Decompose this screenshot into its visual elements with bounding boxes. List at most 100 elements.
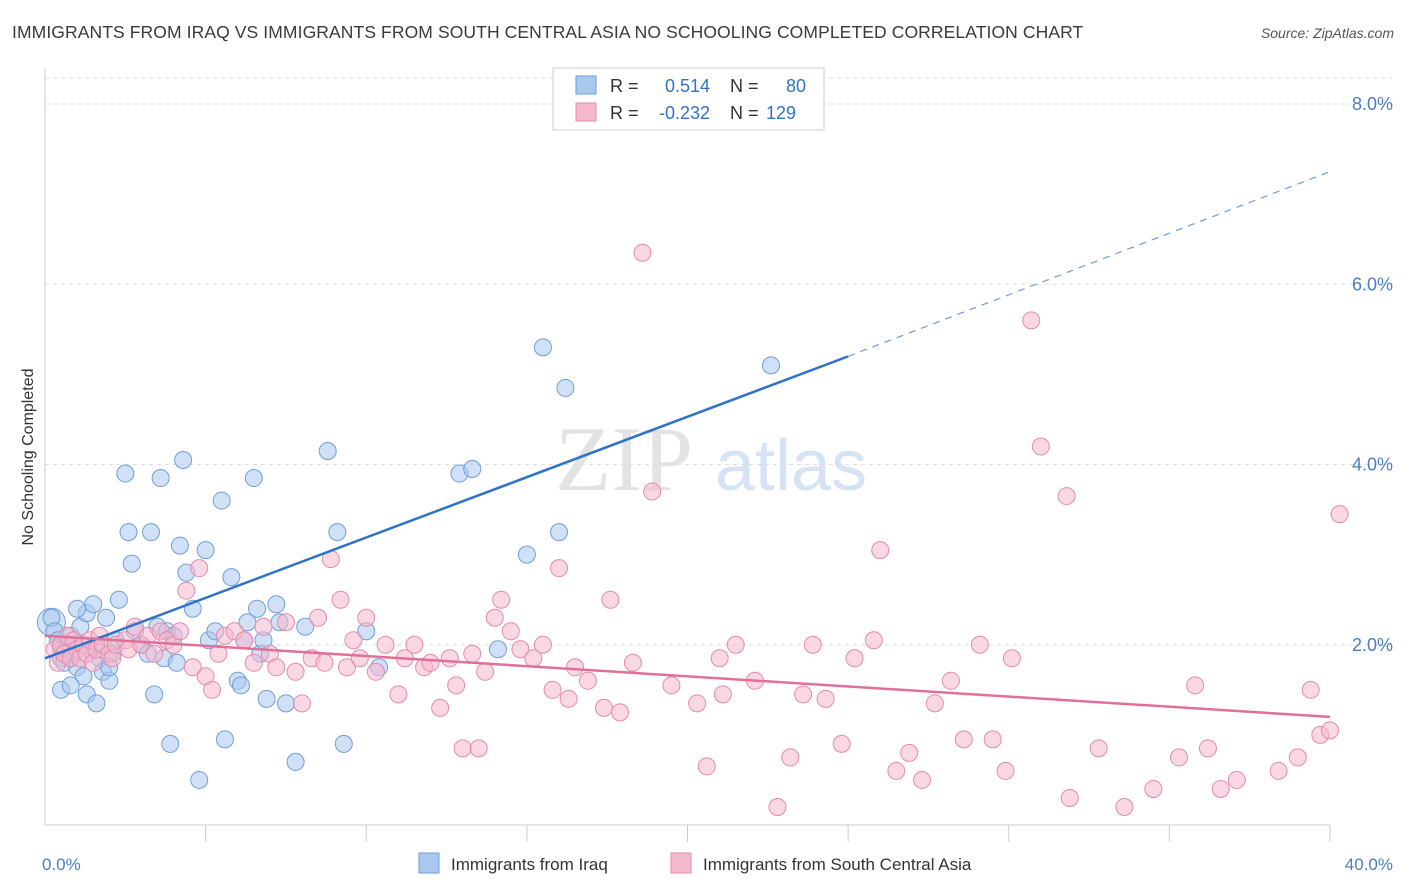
sca-point xyxy=(832,734,851,753)
sca-point xyxy=(1330,505,1349,524)
iraq-point xyxy=(244,469,263,488)
iraq-point xyxy=(87,694,106,713)
sca-point xyxy=(344,631,363,650)
sca-point xyxy=(996,761,1015,780)
iraq-point xyxy=(267,595,286,614)
sca-point xyxy=(357,608,376,627)
sca-point xyxy=(350,649,369,668)
sca-point xyxy=(469,739,488,758)
series-sca-points xyxy=(45,243,1349,816)
sca-point xyxy=(1057,487,1076,506)
sca-point xyxy=(566,658,585,677)
iraq-point xyxy=(328,523,347,542)
iraq-point xyxy=(212,491,231,510)
sca-point xyxy=(177,581,196,600)
sca-point xyxy=(543,680,562,699)
sca-point xyxy=(983,730,1002,749)
sca-point xyxy=(1144,779,1163,798)
series-legend: Immigrants from Iraq Immigrants from Sou… xyxy=(418,852,972,874)
sca-point xyxy=(389,685,408,704)
legend-n-value-iraq: 80 xyxy=(786,76,806,96)
iraq-point xyxy=(145,685,164,704)
sca-point xyxy=(1170,748,1189,767)
x-axis-ticks xyxy=(205,825,1331,842)
iraq-point xyxy=(286,752,305,771)
iraq-point xyxy=(296,617,315,636)
sca-point xyxy=(293,694,311,713)
sca-point xyxy=(1198,739,1217,758)
sca-trend-line xyxy=(44,634,1331,719)
x-tick-label-min: 0.0% xyxy=(42,855,81,874)
x-tick-label-max: 40.0% xyxy=(1345,855,1393,874)
iraq-point xyxy=(257,689,276,708)
sca-point xyxy=(431,698,450,717)
sca-point xyxy=(611,703,630,722)
sca-point xyxy=(331,590,350,609)
sca-point xyxy=(453,739,472,758)
bottom-legend-swatch-iraq xyxy=(418,852,440,874)
sca-point xyxy=(816,689,835,708)
sca-point xyxy=(633,243,652,262)
sca-point xyxy=(713,685,732,704)
sca-point xyxy=(476,662,495,681)
y-tick-label: 4.0% xyxy=(1352,455,1393,475)
sca-point xyxy=(913,770,932,789)
y-tick-label: 2.0% xyxy=(1352,635,1393,655)
series-iraq-points xyxy=(36,338,781,789)
legend-n-label-sca: N = xyxy=(730,103,759,123)
bottom-legend-swatch-sca xyxy=(670,852,692,874)
sca-point xyxy=(1301,680,1320,699)
sca-point xyxy=(440,649,459,668)
sca-point xyxy=(309,608,328,627)
legend-r-label-sca: R = xyxy=(610,103,639,123)
iraq-point xyxy=(488,640,507,659)
legend-r-value-sca: -0.232 xyxy=(659,103,710,123)
iraq-point xyxy=(318,442,337,461)
iraq-point xyxy=(109,590,128,609)
sca-point xyxy=(1211,779,1230,798)
sca-point xyxy=(710,649,729,668)
legend-n-label-iraq: N = xyxy=(730,76,759,96)
iraq-point xyxy=(334,734,353,753)
sca-point xyxy=(550,559,568,578)
iraq-point xyxy=(161,734,180,753)
sca-point xyxy=(594,698,613,717)
y-tick-label: 6.0% xyxy=(1352,274,1393,294)
iraq-point xyxy=(116,464,135,483)
bottom-legend-label-sca: Immigrants from South Central Asia xyxy=(703,855,972,874)
sca-point xyxy=(864,631,883,650)
sca-point xyxy=(794,685,813,704)
sca-point xyxy=(1321,721,1339,740)
sca-point xyxy=(190,559,209,578)
grid-lines xyxy=(45,77,1392,646)
legend-swatch-iraq xyxy=(575,75,597,95)
legend-n-value-sca: 129 xyxy=(766,103,796,123)
sca-point xyxy=(244,653,263,672)
iraq-point xyxy=(167,653,186,672)
iraq-point xyxy=(222,568,241,587)
sca-point xyxy=(405,635,424,654)
y-axis-label: No Schooling Completed xyxy=(20,369,37,546)
sca-point xyxy=(887,761,906,780)
sca-point xyxy=(492,590,511,609)
iraq-point xyxy=(215,730,234,749)
sca-point xyxy=(954,730,973,749)
sca-point xyxy=(533,635,552,654)
iraq-point xyxy=(122,554,141,573)
sca-point xyxy=(623,653,642,672)
iraq-point xyxy=(97,608,116,627)
sca-point xyxy=(1031,437,1050,456)
sca-point xyxy=(267,658,286,677)
iraq-point xyxy=(463,460,482,479)
sca-point xyxy=(254,617,273,636)
iraq-point xyxy=(84,595,103,614)
sca-point xyxy=(643,482,662,501)
iraq-point xyxy=(74,667,93,686)
sca-point xyxy=(276,613,295,632)
sca-point xyxy=(337,658,356,677)
iraq-point xyxy=(556,378,575,397)
legend-swatch-sca xyxy=(575,102,597,122)
sca-point xyxy=(501,622,520,641)
legend-box xyxy=(552,67,825,131)
